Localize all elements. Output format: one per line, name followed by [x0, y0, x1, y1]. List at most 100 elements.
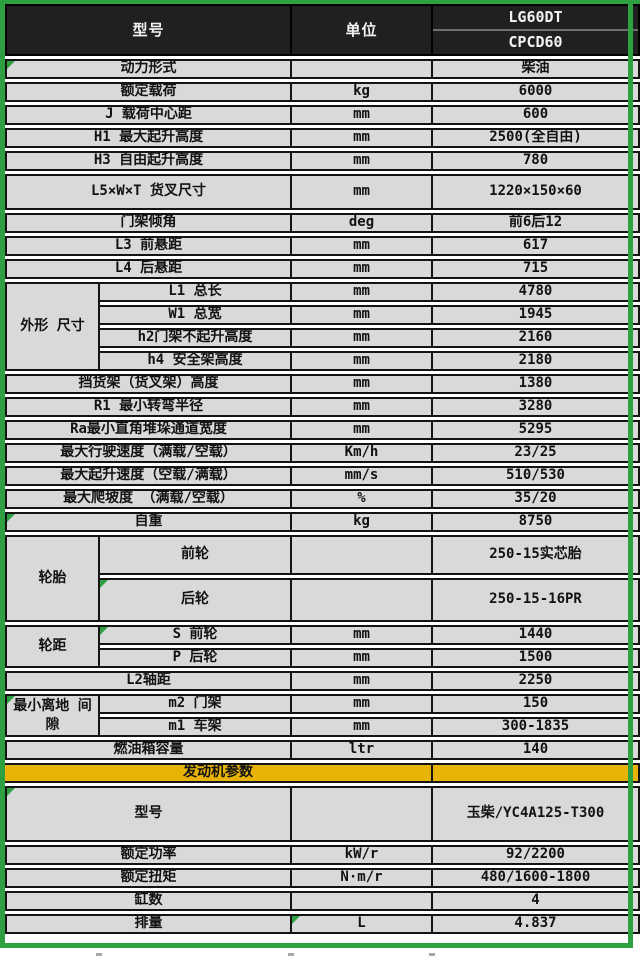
value-cell: 玉柴/YC4A125-T300 — [433, 786, 640, 842]
unit-cell: mm — [292, 671, 433, 691]
table-row: 最大起升速度（空载/满载） mm/s 510/530 — [5, 466, 640, 486]
table-row: L4 后悬距 mm 715 — [5, 259, 640, 279]
unit-cell: deg — [292, 213, 433, 233]
unit-cell: Km/h — [292, 443, 433, 463]
table-row: W1 总宽 mm 1945 — [100, 305, 640, 325]
row-label-cell: Ra最小直角堆垛通道宽度 — [5, 420, 292, 440]
header-model-code-top: LG60DT — [433, 6, 638, 31]
table-row: L2轴距 mm 2250 — [5, 671, 640, 691]
value-cell: 600 — [433, 105, 640, 125]
header-model-code-bottom: CPCD60 — [508, 33, 563, 52]
group-label-cell: 轮距 — [5, 625, 100, 668]
row-label-cell: 最大行驶速度（满载/空载） — [5, 443, 292, 463]
value-cell: 2500(全自由) — [433, 128, 640, 148]
group-subrows: S 前轮 mm 1440 P 后轮 mm 1500 — [100, 625, 640, 668]
table-row: L5×W×T 货叉尺寸 mm 1220×150×60 — [5, 174, 640, 210]
row-label-cell: L3 前悬距 — [5, 236, 292, 256]
unit-cell — [292, 535, 433, 575]
table-row: R1 最小转弯半径 mm 3280 — [5, 397, 640, 417]
row-label-cell: 挡货架（货叉架）高度 — [5, 374, 292, 394]
unit-cell: mm — [292, 151, 433, 171]
sub-label-cell: L1 总长 — [100, 282, 292, 302]
row-label-cell: 燃油箱容量 — [5, 740, 292, 760]
row-label-cell: 最大爬坡度 （满载/空载） — [5, 489, 292, 509]
value-cell: 1440 — [433, 625, 640, 645]
green-border-top — [0, 0, 640, 4]
table-row: 最大爬坡度 （满载/空载）% 35/20 — [5, 489, 640, 509]
unit-cell: mm — [292, 351, 433, 371]
value-cell: 8750 — [433, 512, 640, 532]
table-row: 额定扭矩 N·m/r 480/1600-1800 — [5, 868, 640, 888]
sub-label-cell: 后轮 — [100, 578, 292, 622]
unit-cell — [292, 578, 433, 622]
unit-cell: ltr — [292, 740, 433, 760]
group-subrows: L1 总长 mm 4780 W1 总宽 mm 1945 h2门架不起升高度 mm 2160 h4 … — [100, 282, 640, 371]
unit-cell: L — [292, 914, 433, 934]
unit-cell: mm — [292, 420, 433, 440]
value-cell: 前6后12 — [433, 213, 640, 233]
unit-cell: mm — [292, 174, 433, 210]
table-row: L1 总长 mm 4780 — [100, 282, 640, 302]
unit-cell: kW/r — [292, 845, 433, 865]
section-value-cell — [433, 763, 640, 783]
group-label-cell: 外形 尺寸 — [5, 282, 100, 371]
unit-cell — [292, 59, 433, 79]
sheet-gridline-mark — [429, 953, 435, 956]
table-row: 动力形式 柴油 — [5, 59, 640, 79]
table-row: P 后轮 mm 1500 — [100, 648, 640, 668]
row-label-cell: H3 自由起升高度 — [5, 151, 292, 171]
value-cell: 1220×150×60 — [433, 174, 640, 210]
value-cell: 140 — [433, 740, 640, 760]
value-cell: 35/20 — [433, 489, 640, 509]
value-cell: 3280 — [433, 397, 640, 417]
row-label-cell: 额定功率 — [5, 845, 292, 865]
green-border-right — [628, 0, 633, 947]
row-label-cell: 缸数 — [5, 891, 292, 911]
value-cell: 510/530 — [433, 466, 640, 486]
header-model-cell: 型号 — [5, 4, 292, 56]
unit-cell: mm — [292, 282, 433, 302]
unit-cell: mm — [292, 236, 433, 256]
green-border-bottom — [0, 943, 633, 948]
sub-label-cell: 前轮 — [100, 535, 292, 575]
green-border-left — [0, 0, 5, 947]
unit-cell: mm — [292, 648, 433, 668]
group-label-cell: 轮胎 — [5, 535, 100, 622]
unit-cell: mm — [292, 105, 433, 125]
sub-label-cell: h2门架不起升高度 — [100, 328, 292, 348]
value-cell: 617 — [433, 236, 640, 256]
value-cell: 4 — [433, 891, 640, 911]
unit-cell: mm — [292, 374, 433, 394]
table-row: 型号 玉柴/YC4A125-T300 — [5, 786, 640, 842]
table-row: 挡货架（货叉架）高度 mm 1380 — [5, 374, 640, 394]
row-label-cell: 额定载荷 — [5, 82, 292, 102]
unit-cell: mm — [292, 397, 433, 417]
unit-cell: mm — [292, 259, 433, 279]
table-row: h2门架不起升高度 mm 2160 — [100, 328, 640, 348]
row-label-cell: R1 最小转弯半径 — [5, 397, 292, 417]
row-label-cell: 自重 — [5, 512, 292, 532]
table-row: h4 安全架高度 mm 2180 — [100, 351, 640, 371]
header-unit-cell: 单位 — [292, 4, 433, 56]
row-label-cell: 排量 — [5, 914, 292, 934]
value-cell: 柴油 — [433, 59, 640, 79]
table-row: 后轮 250-15-16PR — [100, 578, 640, 622]
value-cell: 92/2200 — [433, 845, 640, 865]
unit-cell: N·m/r — [292, 868, 433, 888]
merged-group: 轮距 S 前轮 mm 1440 P 后轮 mm 1500 — [5, 625, 640, 668]
merged-group: 外形 尺寸 L1 总长 mm 4780 W1 总宽 mm 1945 h2门架不起升高度 mm 21… — [5, 282, 640, 371]
sub-label-cell: S 前轮 — [100, 625, 292, 645]
value-cell: 250-15-16PR — [433, 578, 640, 622]
table-row: 燃油箱容量 ltr 140 — [5, 740, 640, 760]
spec-table: 型号 单位 LG60DT CPCD60 动力形式 柴油 额定载荷 kg 6000 J 载荷… — [5, 4, 640, 937]
row-label-cell: 最大起升速度（空载/满载） — [5, 466, 292, 486]
value-cell: 23/25 — [433, 443, 640, 463]
table-row: 额定载荷 kg 6000 — [5, 82, 640, 102]
row-label-cell: J 载荷中心距 — [5, 105, 292, 125]
sheet-gridline-mark — [288, 953, 294, 956]
group-label-cell: 最小离地 间隙 — [5, 694, 100, 737]
table-body: 动力形式 柴油 额定载荷 kg 6000 J 载荷中心距 mm 600 H1 最大起升高度 mm 2… — [5, 59, 640, 934]
unit-cell: mm — [292, 694, 433, 714]
table-row: H1 最大起升高度 mm 2500(全自由) — [5, 128, 640, 148]
table-row: L3 前悬距 mm 617 — [5, 236, 640, 256]
